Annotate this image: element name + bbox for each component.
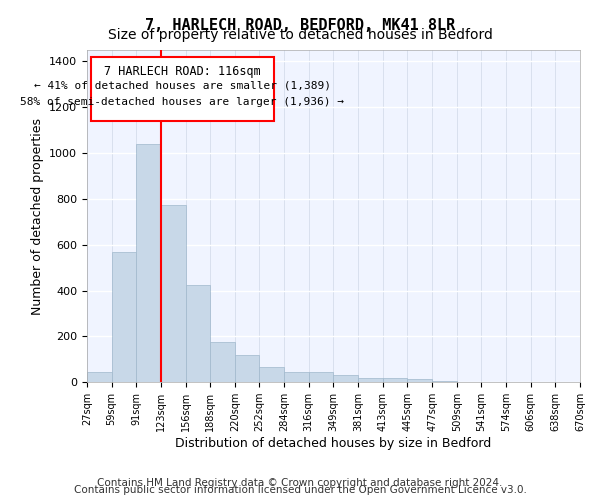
Text: ← 41% of detached houses are smaller (1,389): ← 41% of detached houses are smaller (1,… [34, 81, 331, 91]
Bar [383, 378, 407, 382]
Bar [309, 372, 334, 382]
Text: Contains public sector information licensed under the Open Government Licence v3: Contains public sector information licen… [74, 485, 526, 495]
Bar [284, 372, 309, 382]
FancyBboxPatch shape [91, 57, 274, 121]
Bar [112, 252, 136, 382]
Bar [407, 380, 432, 382]
Text: 58% of semi-detached houses are larger (1,936) →: 58% of semi-detached houses are larger (… [20, 97, 344, 107]
Bar [136, 144, 161, 382]
Text: Size of property relative to detached houses in Bedford: Size of property relative to detached ho… [107, 28, 493, 42]
Bar [87, 372, 112, 382]
Y-axis label: Number of detached properties: Number of detached properties [31, 118, 44, 314]
Bar [185, 285, 210, 382]
Bar [358, 378, 383, 382]
X-axis label: Distribution of detached houses by size in Bedford: Distribution of detached houses by size … [175, 437, 491, 450]
Bar [210, 342, 235, 382]
Bar [432, 380, 457, 382]
Text: 7 HARLECH ROAD: 116sqm: 7 HARLECH ROAD: 116sqm [104, 65, 261, 78]
Bar [334, 376, 358, 382]
Text: Contains HM Land Registry data © Crown copyright and database right 2024.: Contains HM Land Registry data © Crown c… [97, 478, 503, 488]
Text: 7, HARLECH ROAD, BEDFORD, MK41 8LR: 7, HARLECH ROAD, BEDFORD, MK41 8LR [145, 18, 455, 32]
Bar [235, 354, 259, 382]
Bar [161, 204, 185, 382]
Bar [259, 368, 284, 382]
